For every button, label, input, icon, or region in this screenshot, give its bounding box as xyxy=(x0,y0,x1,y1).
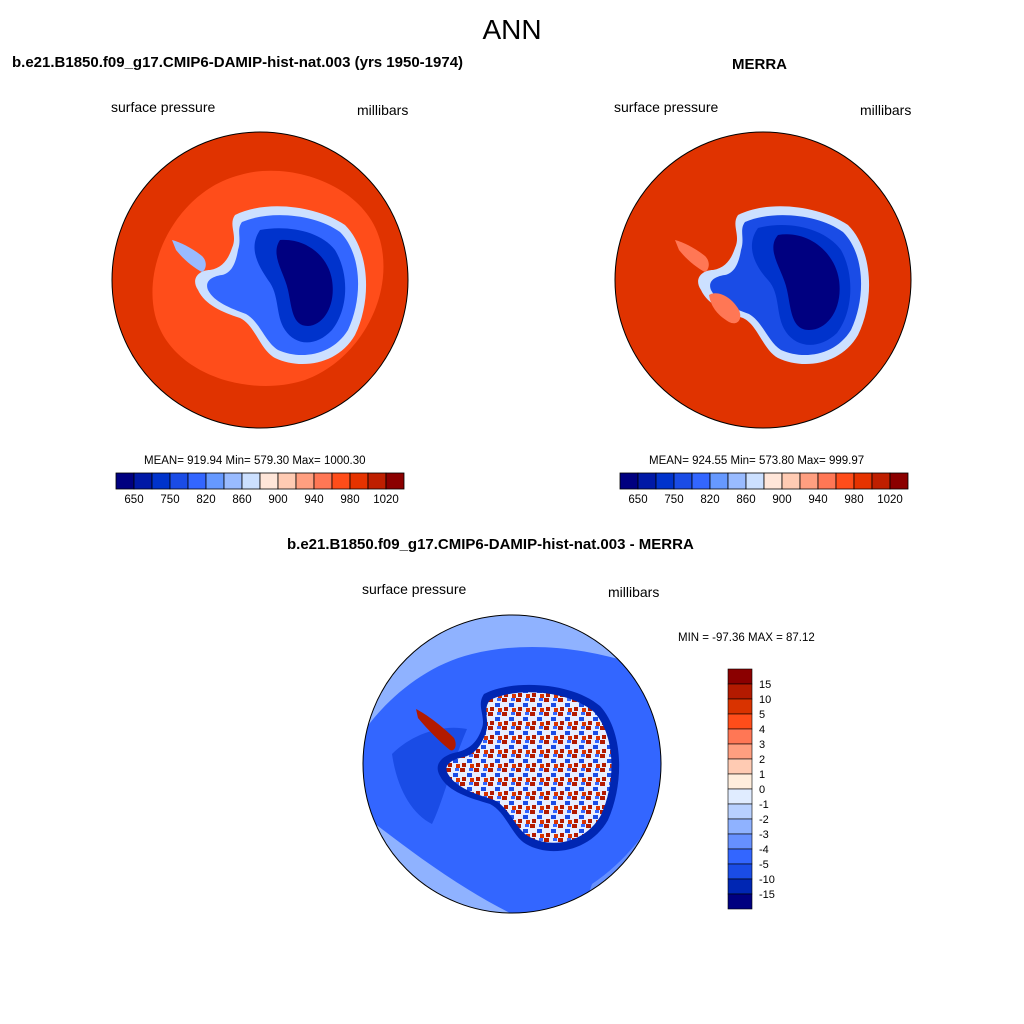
panel3-colorbar-swatch xyxy=(727,833,753,850)
panel1-colorbar-tick-label: 750 xyxy=(160,494,179,506)
panel3-colorbar-tick-label: -2 xyxy=(759,814,769,826)
panel2-colorbar-tick-label: 1020 xyxy=(877,494,903,506)
panel3-colorbar-swatch xyxy=(727,818,753,835)
panel2-units-label: millibars xyxy=(860,102,912,118)
panel2-colorbar-tick-label: 980 xyxy=(844,494,863,506)
panel2-map xyxy=(614,131,912,429)
panel2-colorbar-tick-label: 750 xyxy=(664,494,683,506)
panel1-colorbar-swatch xyxy=(205,472,225,490)
panel3-colorbar-swatch xyxy=(727,863,753,880)
panel3-antarctica xyxy=(446,692,612,843)
panel2-colorbar-swatch xyxy=(619,472,639,490)
panel3-colorbar-swatch xyxy=(727,728,753,745)
panel2-colorbar-tick-label: 900 xyxy=(772,494,791,506)
panel1-colorbar-swatch xyxy=(277,472,297,490)
panel3-colorbar-swatch xyxy=(727,668,753,685)
panel1-colorbar-tick-label: 1020 xyxy=(373,494,399,506)
panel3-colorbar-swatch xyxy=(727,713,753,730)
panel2-variable-label: surface pressure xyxy=(614,99,719,115)
panel3-colorbar-tick-label: 15 xyxy=(759,679,771,691)
panel3-stats: MIN = -97.36 MAX = 87.12 xyxy=(678,632,815,644)
panel3-variable-label: surface pressure xyxy=(362,581,467,597)
panel2-colorbar-swatch xyxy=(799,472,819,490)
panel1-colorbar-swatch xyxy=(259,472,279,490)
panel1-colorbar-swatch xyxy=(187,472,207,490)
panel1-colorbar-swatch xyxy=(367,472,387,490)
panel1-stats: MEAN= 919.94 Min= 579.30 Max= 1000.30 xyxy=(144,455,366,467)
panel3-title: b.e21.B1850.f09_g17.CMIP6-DAMIP-hist-nat… xyxy=(287,536,694,553)
panel2-title: MERRA xyxy=(732,56,787,73)
panel3-colorbar-swatch xyxy=(727,773,753,790)
panel1-colorbar-swatch xyxy=(115,472,135,490)
panel2-colorbar-swatch xyxy=(673,472,693,490)
panel3-units-label: millibars xyxy=(608,584,660,600)
panel1-colorbar-tick-label: 980 xyxy=(340,494,359,506)
panel3-colorbar-tick-label: -5 xyxy=(759,859,769,871)
panel2-colorbar-tick-label: 940 xyxy=(808,494,827,506)
panel1-variable-label: surface pressure xyxy=(111,99,216,115)
panel3-colorbar-swatch xyxy=(727,803,753,820)
panel3-colorbar-swatch xyxy=(727,698,753,715)
panel2-colorbar-swatch xyxy=(709,472,729,490)
panel2-colorbar-swatch xyxy=(835,472,855,490)
panel1-colorbar-swatch xyxy=(349,472,369,490)
panel1-colorbar-tick-label: 900 xyxy=(268,494,287,506)
panel1-colorbar-swatch xyxy=(133,472,153,490)
panel1-colorbar-swatch xyxy=(331,472,351,490)
panel1-title: b.e21.B1850.f09_g17.CMIP6-DAMIP-hist-nat… xyxy=(12,54,464,71)
panel3-colorbar-tick-label: 2 xyxy=(759,754,765,766)
panel1-colorbar-swatch xyxy=(385,472,405,490)
panel1-colorbar-tick-label: 860 xyxy=(232,494,251,506)
panel2-colorbar-swatch xyxy=(781,472,801,490)
panel1-colorbar-swatch xyxy=(151,472,171,490)
panel3-colorbar-swatch xyxy=(727,893,753,910)
panel3-map xyxy=(362,614,662,914)
panel2-colorbar-swatch xyxy=(637,472,657,490)
panel3-colorbar-tick-label: -15 xyxy=(759,889,775,901)
panel1-colorbar-swatch xyxy=(295,472,315,490)
panel3-colorbar-tick-label: -10 xyxy=(759,874,775,886)
panel1-units-label: millibars xyxy=(357,102,409,118)
panel3-colorbar-tick-label: 5 xyxy=(759,709,765,721)
panel2-stats: MEAN= 924.55 Min= 573.80 Max= 999.97 xyxy=(649,455,865,467)
panel2-colorbar-swatch xyxy=(853,472,873,490)
panel3-colorbar-swatch xyxy=(727,848,753,865)
panel1-colorbar-swatch xyxy=(169,472,189,490)
panel2-colorbar-swatch xyxy=(727,472,747,490)
panel2-colorbar-swatch xyxy=(691,472,711,490)
panel3-colorbar-tick-label: 10 xyxy=(759,694,771,706)
panel1-colorbar-tick-label: 820 xyxy=(196,494,215,506)
panel2-colorbar-swatch xyxy=(889,472,909,490)
panel3-colorbar-swatch xyxy=(727,788,753,805)
panel3-colorbar-tick-label: 4 xyxy=(759,724,765,736)
panel2-colorbar-swatch xyxy=(817,472,837,490)
panel3-colorbar-tick-label: -1 xyxy=(759,799,769,811)
panel2-colorbar-swatch xyxy=(655,472,675,490)
panel1-colorbar-tick-label: 940 xyxy=(304,494,323,506)
panel1-colorbar: 650 750 820 860 900 940 980 1020 xyxy=(115,472,405,506)
panel3-colorbar-tick-label: 0 xyxy=(759,784,765,796)
panel3-colorbar-tick-label: -4 xyxy=(759,844,769,856)
panel2-colorbar: 650 750 820 860 900 940 980 1020 xyxy=(619,472,909,506)
panel3-colorbar-swatch xyxy=(727,758,753,775)
panel2-colorbar-tick-label: 650 xyxy=(628,494,647,506)
panel3-colorbar-swatch xyxy=(727,743,753,760)
panel3-colorbar-tick-label: -3 xyxy=(759,829,769,841)
panel2-colorbar-tick-label: 860 xyxy=(736,494,755,506)
panel2-colorbar-swatch xyxy=(871,472,891,490)
panel3-colorbar-tick-label: 3 xyxy=(759,739,765,751)
main-title: ANN xyxy=(482,14,542,45)
panel1-colorbar-swatch xyxy=(223,472,243,490)
panel3-colorbar-swatch xyxy=(727,683,753,700)
panel1-colorbar-swatch xyxy=(313,472,333,490)
panel3-colorbar-swatch xyxy=(727,878,753,895)
panel2-colorbar-tick-label: 820 xyxy=(700,494,719,506)
panel1-colorbar-tick-label: 650 xyxy=(124,494,143,506)
panel2-colorbar-swatch xyxy=(745,472,765,490)
panel1-map xyxy=(111,131,409,429)
panel3-colorbar-tick-label: 1 xyxy=(759,769,765,781)
panel1-colorbar-swatch xyxy=(241,472,261,490)
panel2-colorbar-swatch xyxy=(763,472,783,490)
